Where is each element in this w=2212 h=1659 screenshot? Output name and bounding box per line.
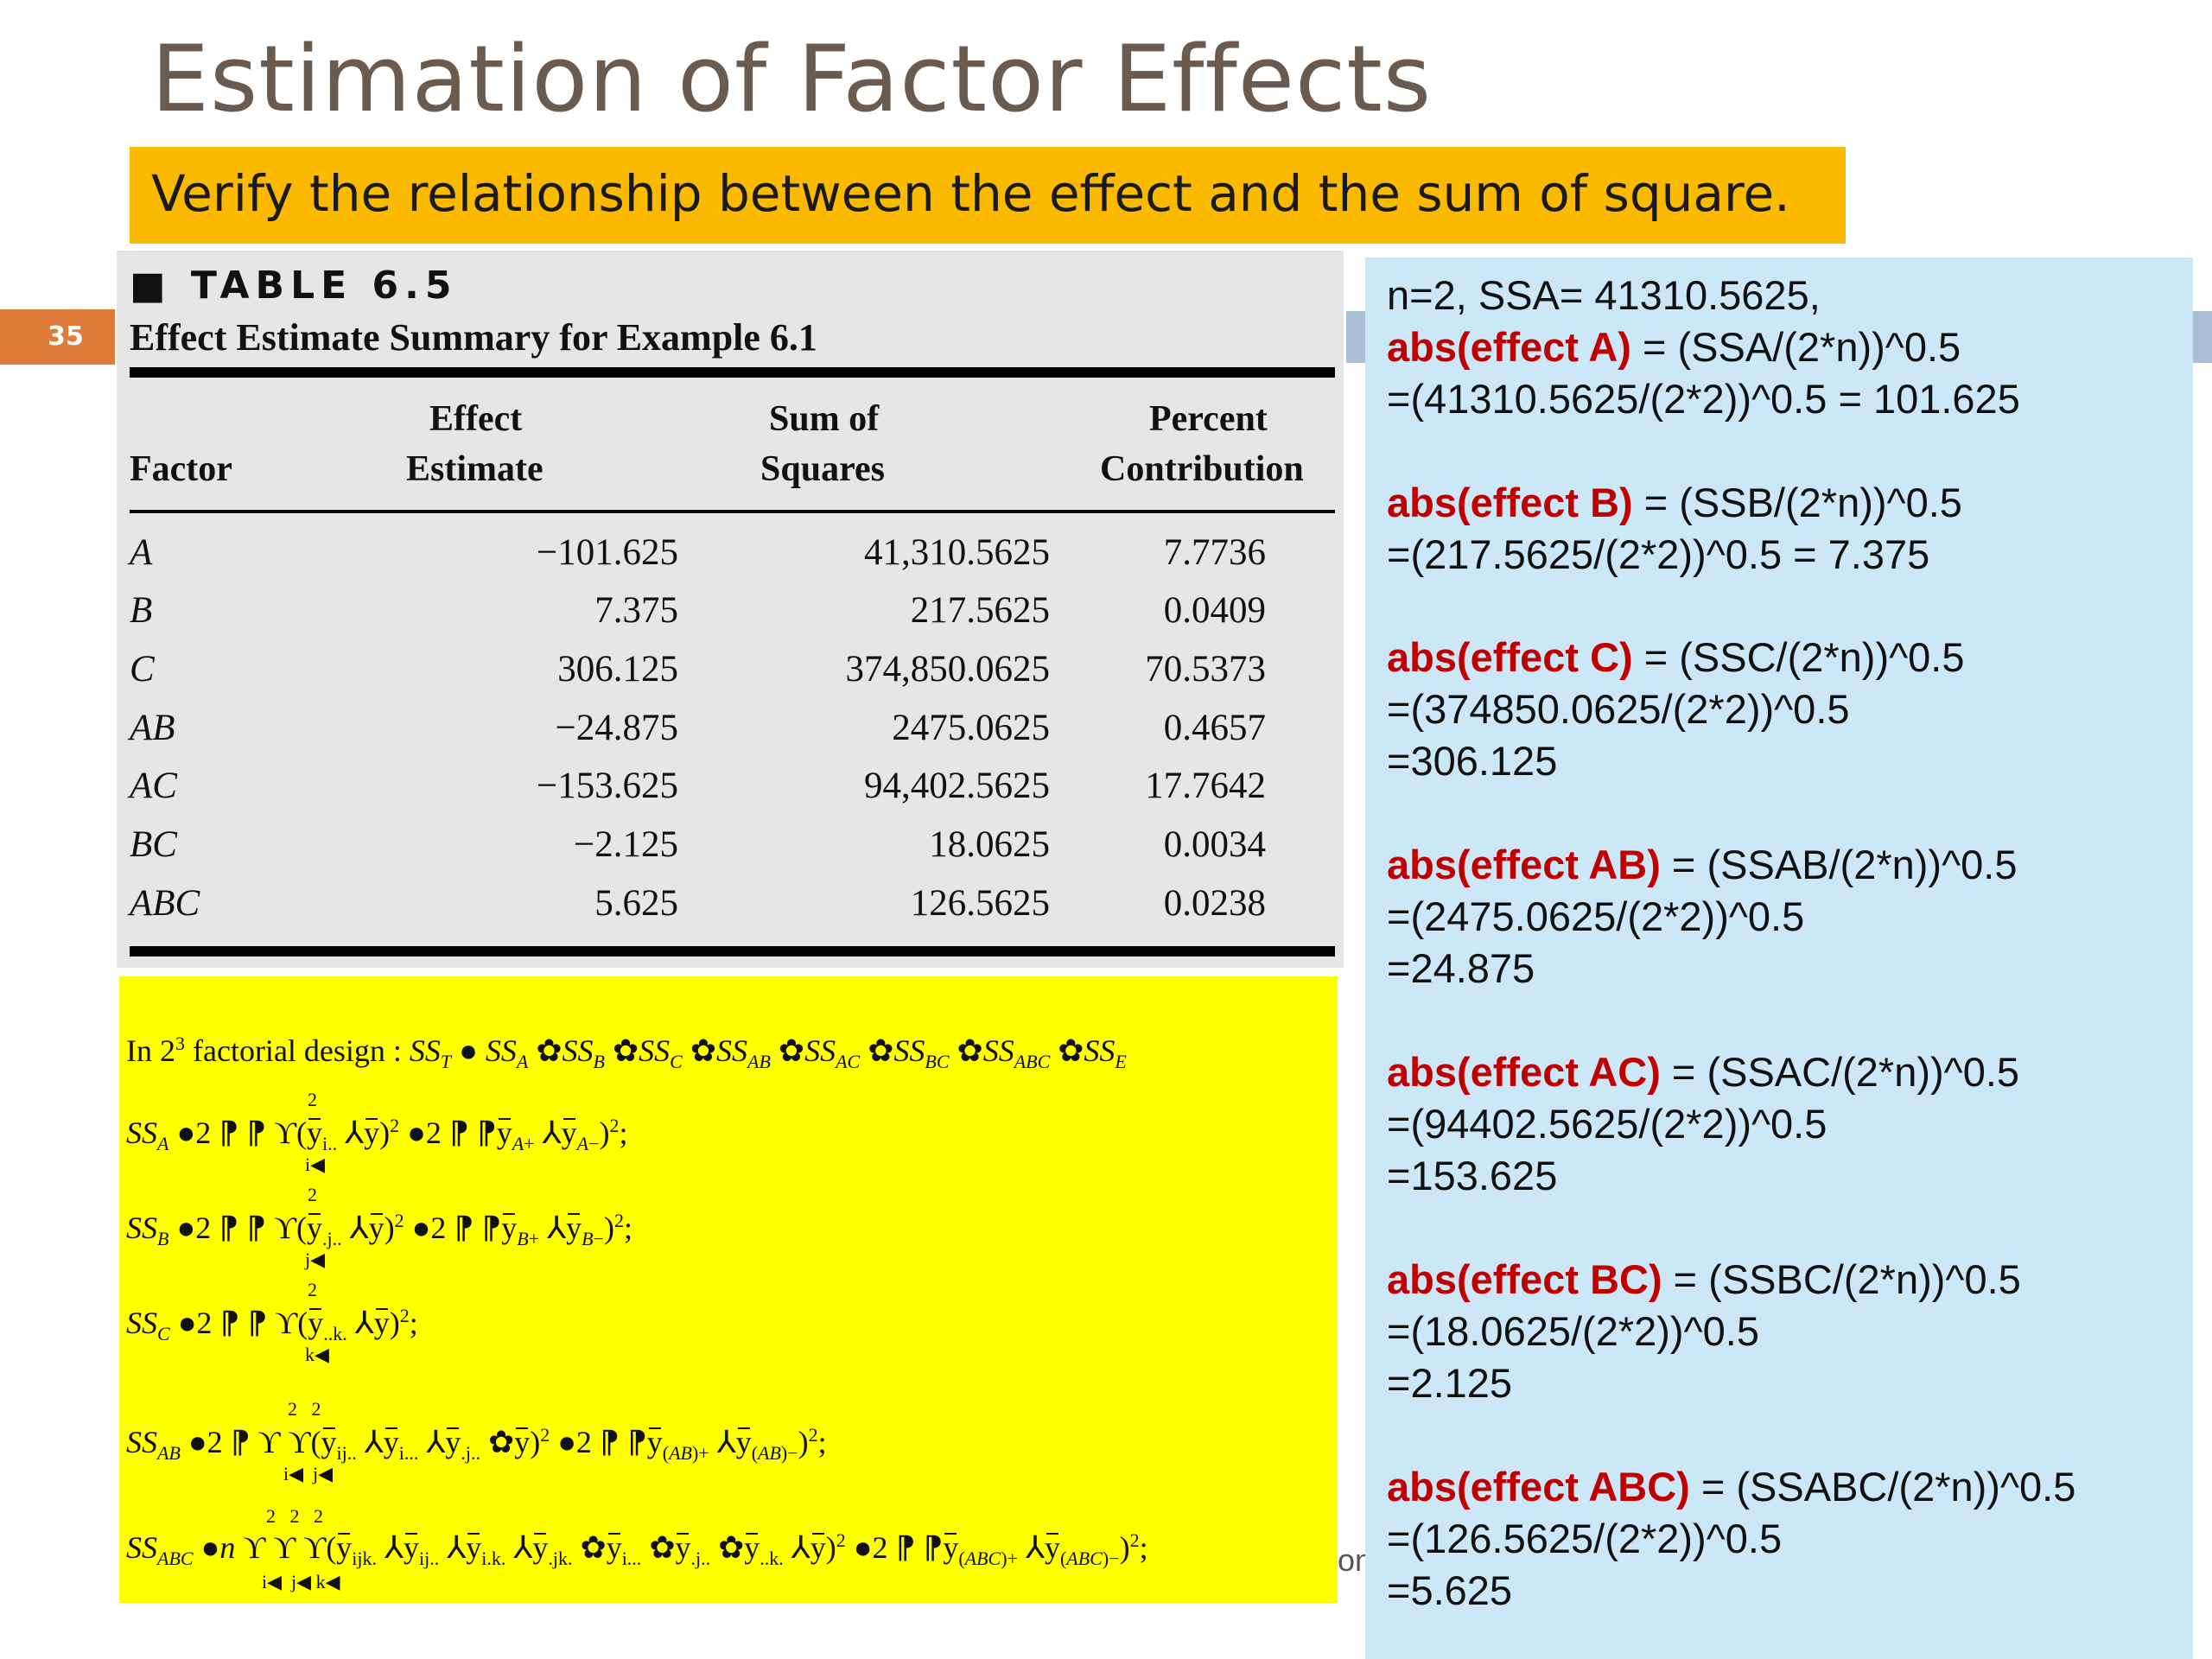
- table-cell-ss: 18.0625: [929, 824, 1050, 865]
- table-cell-factor: ABC: [130, 883, 200, 924]
- calc-effect-heading: abs(effect BC) = (SSBC/(2*n))^0.5: [1387, 1255, 2021, 1303]
- calc-effect-label: abs(effect B): [1387, 480, 1633, 525]
- table-cell-factor: A: [130, 532, 153, 573]
- calc-given: n=2, SSA= 41310.5625,: [1387, 272, 1821, 318]
- calc-effect-formula: = (SSAC/(2*n))^0.5: [1660, 1049, 2020, 1095]
- formula-ssab: SSAB ●2 ⁋ ϒ ϒ(yij.. ⅄yi... ⅄y.j.. ✿y)2 ●…: [126, 1424, 827, 1465]
- table-cell-ss: 94,402.5625: [864, 766, 1050, 806]
- calc-result-line: =(18.0625/(2*2))^0.5: [1387, 1308, 1759, 1354]
- table-cell-factor: BC: [130, 824, 177, 865]
- calc-effect-formula: = (SSA/(2*n))^0.5: [1630, 324, 1961, 370]
- calc-effect-label: abs(effect C): [1387, 634, 1633, 680]
- calc-result-line: =153.625: [1387, 1153, 1558, 1198]
- slide-number: 35: [48, 321, 84, 352]
- table-cell-effect: 306.125: [557, 649, 678, 690]
- calc-effect-label: abs(effect BC): [1387, 1256, 1662, 1302]
- page-title: Estimation of Factor Effects: [151, 26, 1433, 132]
- table-top-rule: [130, 367, 1335, 378]
- accent-bar-left: [1346, 311, 1365, 363]
- table-cell-factor: C: [130, 649, 155, 690]
- calc-effect-formula: = (SSC/(2*n))^0.5: [1632, 634, 1965, 680]
- header-effect-2: Estimate: [406, 449, 543, 489]
- table-cell-factor: AC: [130, 766, 177, 806]
- effect-table: ■ TABLE 6.5 Effect Estimate Summary for …: [117, 251, 1344, 968]
- calc-effect-heading: abs(effect B) = (SSB/(2*n))^0.5: [1387, 479, 1962, 526]
- formula-intro: In 23 factorial design : SST ● SSA ✿SSB …: [126, 1033, 1127, 1073]
- calc-result-line: =5.625: [1387, 1567, 1513, 1613]
- table-cell-effect: −153.625: [536, 766, 678, 806]
- table-cell-pct: 0.0034: [1163, 824, 1266, 865]
- calc-effect-formula: = (SSB/(2*n))^0.5: [1632, 480, 1962, 525]
- table-cell-effect: 5.625: [594, 883, 678, 924]
- table-cell-ss: 41,310.5625: [864, 532, 1050, 573]
- header-pct-1: Percent: [1149, 399, 1268, 439]
- formula-box: In 23 factorial design : SST ● SSA ✿SSB …: [119, 976, 1338, 1603]
- table-bottom-rule: [130, 946, 1335, 957]
- header-ss-1: Sum of: [769, 399, 880, 439]
- calc-result-line: =(374850.0625/(2*2))^0.5: [1387, 686, 1850, 732]
- calc-effect-label: abs(effect AC): [1387, 1049, 1661, 1095]
- calc-effect-heading: abs(effect ABC) = (SSABC/(2*n))^0.5: [1387, 1463, 2075, 1510]
- calc-result-line: =(126.5625/(2*2))^0.5: [1387, 1516, 1783, 1561]
- calc-effect-heading: abs(effect A) = (SSA/(2*n))^0.5: [1387, 323, 1961, 371]
- calc-effect-heading: abs(effect AC) = (SSAC/(2*n))^0.5: [1387, 1048, 2019, 1096]
- table-cell-ss: 217.5625: [910, 590, 1050, 631]
- accent-bar-right: [2193, 311, 2212, 363]
- calc-result-line: =(217.5625/(2*2))^0.5 = 7.375: [1387, 531, 1930, 577]
- calc-effect-label: abs(effect A): [1387, 324, 1631, 370]
- table-cell-effect: −24.875: [555, 708, 678, 748]
- header-ss-2: Squares: [760, 449, 885, 489]
- slide-number-badge: 35: [0, 309, 115, 365]
- formula-ssb: SSB ●2 ⁋ ⁋ ϒ(y.j.. ⅄y)2 ●2 ⁋ ⁋yB+ ⅄yB−)2…: [126, 1210, 632, 1250]
- calc-result-line: =(2475.0625/(2*2))^0.5: [1387, 893, 1805, 939]
- table-cell-factor: B: [130, 590, 153, 631]
- table-header-rule: [130, 510, 1335, 513]
- header-effect-1: Effect: [429, 399, 523, 439]
- table-cell-ss: 374,850.0625: [845, 649, 1051, 690]
- calc-effect-formula: = (SSBC/(2*n))^0.5: [1662, 1256, 2021, 1302]
- calc-result-line: =306.125: [1387, 738, 1558, 784]
- formula-ssa: SSA ●2 ⁋ ⁋ ϒ(yi.. ⅄y)2 ●2 ⁋ ⁋yA+ ⅄yA−)2;: [126, 1115, 628, 1155]
- header-pct-2: Contribution: [1100, 449, 1304, 489]
- formula-ssabc: SSABC ●n ϒ ϒ ϒ(yijk. ⅄yij.. ⅄yi.k. ⅄y.jk…: [126, 1529, 1148, 1570]
- table-cell-pct: 0.0238: [1163, 883, 1266, 924]
- header-factor: Factor: [130, 449, 232, 489]
- calc-result-line: =2.125: [1387, 1360, 1513, 1406]
- table-caption: Effect Estimate Summary for Example 6.1: [130, 316, 817, 359]
- table-cell-ss: 2475.0625: [892, 708, 1050, 748]
- calculation-panel: n=2, SSA= 41310.5625, abs(effect A) = (S…: [1365, 257, 2193, 1659]
- calc-effect-formula: = (SSABC/(2*n))^0.5: [1689, 1464, 2076, 1510]
- calc-effect-heading: abs(effect AB) = (SSAB/(2*n))^0.5: [1387, 841, 2017, 888]
- calc-effect-label: abs(effect ABC): [1387, 1464, 1690, 1510]
- table-cell-pct: 7.7736: [1163, 532, 1266, 573]
- calc-result-line: =24.875: [1387, 945, 1535, 991]
- table-cell-factor: AB: [130, 708, 175, 748]
- table-cell-pct: 0.4657: [1163, 708, 1266, 748]
- calc-effect-formula: = (SSAB/(2*n))^0.5: [1660, 842, 2018, 887]
- calc-result-line: =(94402.5625/(2*2))^0.5: [1387, 1101, 1827, 1147]
- banner-text: Verify the relationship between the effe…: [151, 164, 1790, 223]
- table-cell-pct: 70.5373: [1145, 649, 1266, 690]
- table-cell-pct: 0.0409: [1163, 590, 1266, 631]
- table-cell-pct: 17.7642: [1145, 766, 1266, 806]
- table-cell-effect: −101.625: [536, 532, 678, 573]
- calc-result-line: =(41310.5625/(2*2))^0.5 = 101.625: [1387, 376, 2020, 422]
- instruction-banner: Verify the relationship between the effe…: [130, 147, 1846, 244]
- table-cell-ss: 126.5625: [910, 883, 1050, 924]
- table-cell-effect: −2.125: [573, 824, 678, 865]
- calc-effect-label: abs(effect AB): [1387, 842, 1661, 887]
- formula-ssc: SSC ●2 ⁋ ⁋ ϒ(y..k. ⅄y)2;: [126, 1305, 418, 1345]
- calc-effect-heading: abs(effect C) = (SSC/(2*n))^0.5: [1387, 633, 1965, 681]
- table-cell-effect: 7.375: [594, 590, 678, 631]
- table-label: ■ TABLE 6.5: [130, 264, 458, 308]
